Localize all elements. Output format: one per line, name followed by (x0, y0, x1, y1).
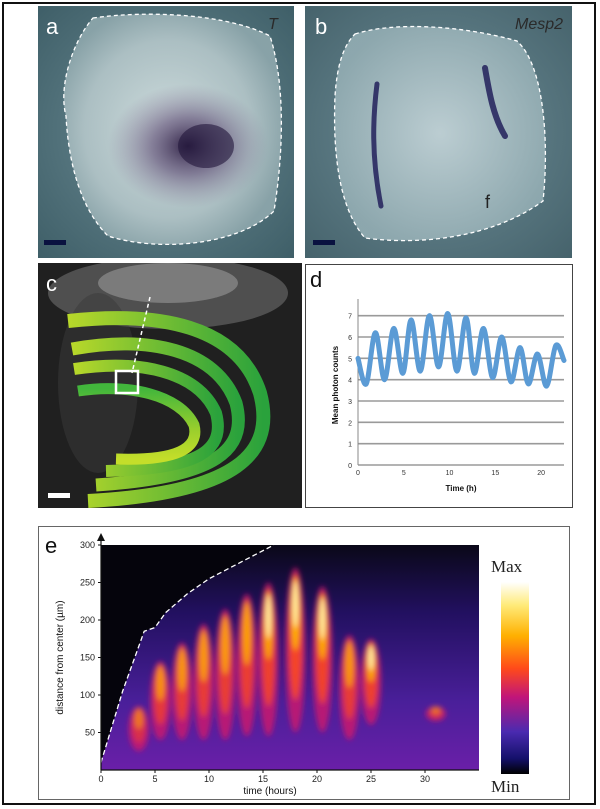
heatmap-empty-region (101, 545, 274, 763)
wavefront-boundary (100, 544, 275, 763)
stripe-core (134, 708, 143, 729)
panel-d-label: d (310, 267, 323, 292)
y-tick-label: 0 (348, 463, 352, 470)
stripe-peak (368, 645, 374, 671)
x-axis-label: Time (h) (446, 484, 477, 493)
y-tick-label: 200 (80, 615, 95, 625)
x-tick-label: 0 (98, 774, 103, 784)
y-tick-label: 300 (80, 540, 95, 550)
panel-d-chart: d 0 1 2 3 4 5 6 7 0 5 10 15 20 Time (h) Mean photon co… (305, 264, 573, 508)
stripe-peak (292, 580, 299, 628)
panel-b-micrograph: b Mesp2 f (305, 6, 572, 258)
panel-b-label: b (315, 14, 328, 39)
stripe-peak (265, 594, 272, 639)
x-tick-label: 15 (258, 774, 268, 784)
panel-c-image (38, 263, 302, 508)
panel-a-gene-label: T (268, 16, 278, 33)
y-tick-label: 250 (80, 578, 95, 588)
y-tick-label: 1 (348, 442, 352, 449)
scale-bar (48, 493, 70, 498)
y-tick-label: 2 (348, 420, 352, 427)
stripe-core (345, 641, 354, 688)
x-tick-label: 5 (152, 774, 157, 784)
y-tick-label: 7 (348, 314, 352, 321)
x-tick-label: 15 (491, 470, 499, 477)
colorbar (501, 582, 529, 774)
stripe-core (221, 616, 230, 675)
stripe-core (177, 648, 187, 692)
y-tick-label: 150 (80, 653, 95, 663)
stripe-core (242, 601, 251, 666)
panel-c-label: c (46, 271, 57, 296)
heatmap-stripes (128, 567, 446, 752)
y-tick-label: 5 (348, 356, 352, 363)
y-axis-label: distance from center (µm) (55, 600, 66, 714)
panel-b-image (305, 6, 572, 258)
panel-a-micrograph: a T (38, 6, 294, 258)
y-tick-label: 50 (85, 728, 95, 738)
x-tick-label: 20 (537, 470, 545, 477)
x-tick-label: 30 (420, 774, 430, 784)
x-tick-label: 25 (366, 774, 376, 784)
panel-a-image (38, 6, 294, 258)
x-axis-label: time (hours) (243, 786, 296, 797)
x-tick-label: 0 (356, 470, 360, 477)
x-tick-label: 10 (204, 774, 214, 784)
panel-a-label: a (46, 14, 59, 39)
y-tick-label: 4 (348, 378, 352, 385)
stripe-core (199, 630, 208, 683)
panel-c-micrograph: c (38, 263, 302, 508)
panel-e-label: e (45, 533, 58, 558)
heatmap-svg: 50 100 150 200 250 300 0 5 10 15 20 25 30 time (hours… (55, 533, 529, 797)
y-tick-label: 100 (80, 690, 95, 700)
series-line (355, 311, 567, 389)
x-tick-label: 20 (312, 774, 322, 784)
stripe-core (431, 707, 440, 714)
colorbar-min-label: Min (491, 777, 520, 796)
stripe-core (156, 665, 165, 701)
panel-e-chart: e 50 100 150 200 250 300 0 5 (38, 526, 570, 800)
y-axis-arrow (97, 533, 105, 541)
stripe-peak (319, 597, 326, 640)
scale-bar (313, 240, 335, 245)
panel-b-mark: f (485, 192, 491, 212)
y-tick-label: 3 (348, 399, 352, 406)
y-tick-label: 6 (348, 335, 352, 342)
x-tick-label: 5 (402, 470, 406, 477)
line-chart-svg: 0 1 2 3 4 5 6 7 0 5 10 15 20 Time (h) Mean photon coun… (331, 299, 567, 493)
scale-bar (44, 240, 66, 245)
panel-b-gene-label: Mesp2 (515, 16, 564, 33)
colorbar-max-label: Max (491, 557, 523, 576)
y-axis-label: Mean photon counts (331, 345, 340, 424)
x-tick-label: 10 (446, 470, 454, 477)
